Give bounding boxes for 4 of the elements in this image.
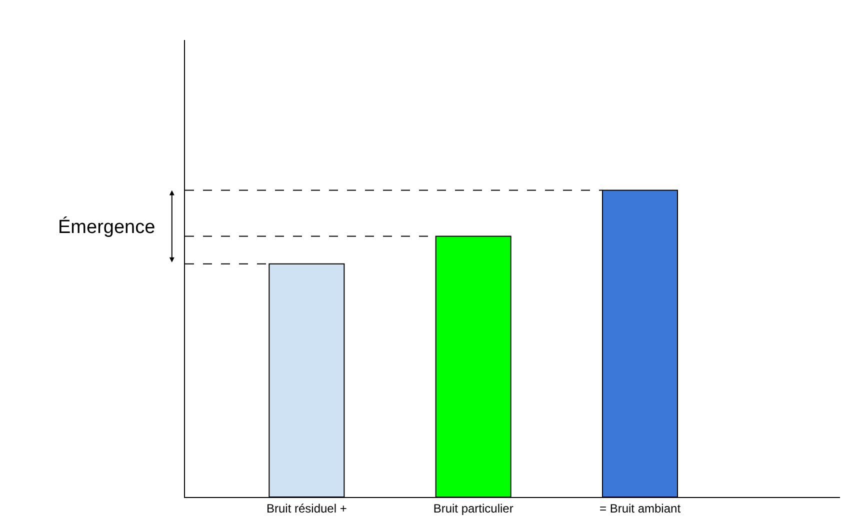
x-tick-label: Bruit particulier xyxy=(433,501,514,516)
x-tick-label: Bruit résiduel + xyxy=(266,501,347,516)
x-tick-label: = Bruit ambiant xyxy=(599,501,682,516)
text: Émergence xyxy=(58,216,156,238)
